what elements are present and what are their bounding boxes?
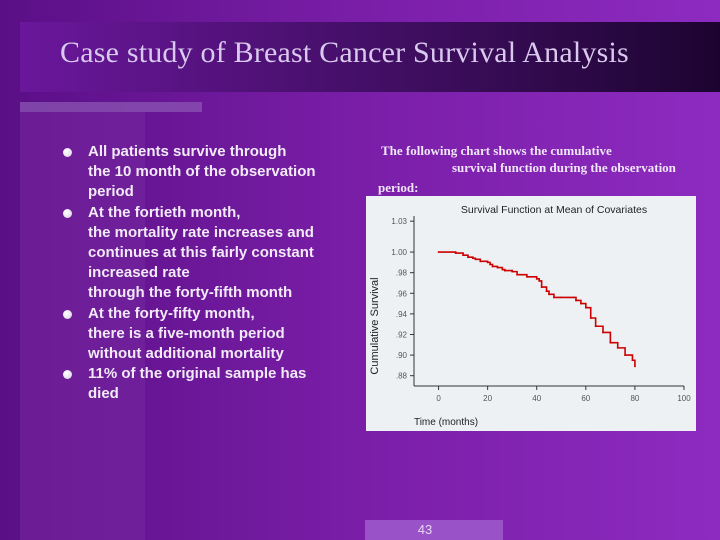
data-point xyxy=(535,277,538,280)
data-point xyxy=(572,296,575,299)
y-tick-label: .96 xyxy=(396,289,408,298)
bullet-line: At the fortieth month, xyxy=(88,203,241,221)
title-bar xyxy=(20,22,720,92)
y-tick-label: .92 xyxy=(396,330,408,339)
intro-line: The following chart shows the cumulative xyxy=(381,143,612,158)
intro-line: survival function during the observation xyxy=(452,159,676,175)
data-point xyxy=(501,268,504,271)
data-point xyxy=(594,325,597,328)
x-tick-label: 80 xyxy=(630,394,639,403)
bullet-item: All patients survive through the 10 mont… xyxy=(60,142,350,203)
chart-intro: The following chart shows the cumulative… xyxy=(378,143,708,197)
data-point xyxy=(467,256,469,259)
data-point xyxy=(584,306,587,309)
bullet-line: continues at this fairly constant xyxy=(88,244,314,262)
y-axis-label: Cumulative Survival xyxy=(369,277,381,374)
bullet-line: 11% of the original sample has xyxy=(88,365,307,383)
bullet-line: increased rate xyxy=(88,264,190,282)
intro-line: period: xyxy=(378,180,419,195)
data-point xyxy=(545,290,548,293)
data-point xyxy=(580,302,582,305)
data-point xyxy=(553,296,555,299)
bullet-item: 11% of the original sample has died xyxy=(60,364,350,404)
y-tick-label: .90 xyxy=(396,351,408,360)
bullet-line: the 10 month of the observation xyxy=(88,163,316,181)
data-point xyxy=(474,258,477,261)
x-tick-label: 60 xyxy=(581,394,590,403)
data-point xyxy=(479,260,482,263)
data-point xyxy=(489,263,491,266)
data-point xyxy=(560,296,563,299)
data-point xyxy=(602,331,604,334)
bullet-line: died xyxy=(88,385,119,403)
y-tick-label: .88 xyxy=(396,372,408,381)
y-tick-label: .94 xyxy=(396,310,408,319)
title-underline xyxy=(20,102,202,112)
bullet-dot-icon xyxy=(63,208,72,218)
data-point xyxy=(516,273,518,276)
footer-box xyxy=(365,520,503,540)
bullet-dot-icon xyxy=(63,309,72,319)
x-axis-label: Time (months) xyxy=(414,417,478,428)
data-point xyxy=(538,280,541,282)
chart-panel: Survival Function at Mean of Covariates … xyxy=(366,196,696,431)
data-point xyxy=(631,359,634,362)
bullet-list: All patients survive through the 10 mont… xyxy=(60,142,350,405)
bullet-line: the mortality rate increases and xyxy=(88,223,314,241)
bullet-dot-icon xyxy=(63,370,72,380)
slide-title: Case study of Breast Cancer Survival Ana… xyxy=(60,36,629,69)
data-point xyxy=(462,254,464,257)
bullet-line: At the forty-fifty month, xyxy=(88,304,255,322)
bullet-line: through the forty-fifth month xyxy=(88,284,293,302)
chart-title: Survival Function at Mean of Covariates xyxy=(461,204,647,216)
data-point xyxy=(634,365,636,368)
data-point xyxy=(496,266,499,269)
data-point xyxy=(526,275,528,278)
data-point xyxy=(540,286,543,288)
x-tick-label: 100 xyxy=(677,394,691,403)
bullet-dot-icon xyxy=(63,148,72,157)
bullet-line: there is a five-month period xyxy=(88,324,285,342)
page-number: 43 xyxy=(417,522,433,537)
data-point xyxy=(503,269,506,272)
data-point xyxy=(575,299,577,302)
data-point xyxy=(472,257,474,260)
bullet-item: At the forty-fifty month, there is a fiv… xyxy=(60,304,350,365)
x-tick-label: 0 xyxy=(436,394,441,403)
survival-chart: Survival Function at Mean of Covariates … xyxy=(369,204,691,428)
chart-axes: 0 20 40 60 80 100 1.03 1.00 .98 .96 .94 .92 .90 .88 xyxy=(391,216,691,403)
data-point xyxy=(454,252,457,254)
bullet-item: At the fortieth month, the mortality rat… xyxy=(60,203,350,304)
data-point xyxy=(486,261,489,264)
data-point xyxy=(609,341,612,344)
data-point xyxy=(437,251,440,253)
x-tick-label: 20 xyxy=(483,394,492,403)
bullet-line: without additional mortality xyxy=(88,345,284,363)
y-tick-label: 1.00 xyxy=(391,248,407,257)
data-point xyxy=(589,317,592,319)
data-point xyxy=(616,346,619,349)
plot-area xyxy=(437,251,636,368)
data-point xyxy=(624,354,626,356)
x-tick-label: 40 xyxy=(532,394,541,403)
y-tick-label: 1.03 xyxy=(391,217,407,226)
y-tick-label: .98 xyxy=(396,269,408,278)
bullet-line: period xyxy=(88,183,134,201)
bullet-line: All patients survive through xyxy=(88,143,287,160)
survival-step-line xyxy=(438,251,636,367)
data-point xyxy=(548,293,550,296)
data-point xyxy=(491,265,494,268)
data-point xyxy=(511,270,514,273)
left-shade xyxy=(20,112,145,540)
